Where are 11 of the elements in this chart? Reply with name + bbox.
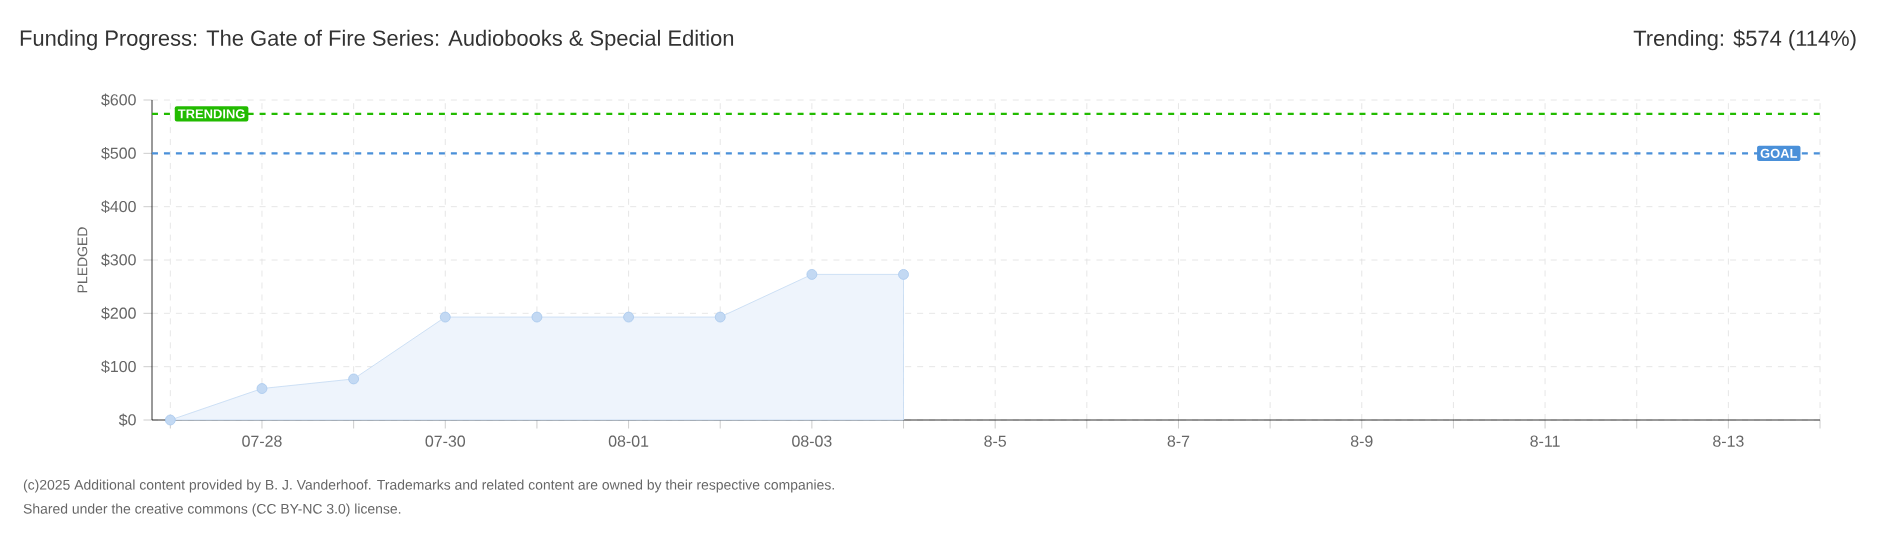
point	[714, 311, 726, 323]
point	[439, 311, 451, 323]
chart-title: Funding Progress: The Gate of Fire Series: Audiobooks & Special Edition	[20, 29, 734, 51]
point	[531, 311, 543, 323]
point	[623, 311, 634, 323]
point	[164, 414, 176, 426]
point	[898, 269, 909, 280]
chart-subtitle: Trending: $574 (114%)	[1633, 29, 1856, 51]
point	[256, 383, 268, 394]
point	[806, 269, 818, 280]
point	[348, 373, 360, 385]
